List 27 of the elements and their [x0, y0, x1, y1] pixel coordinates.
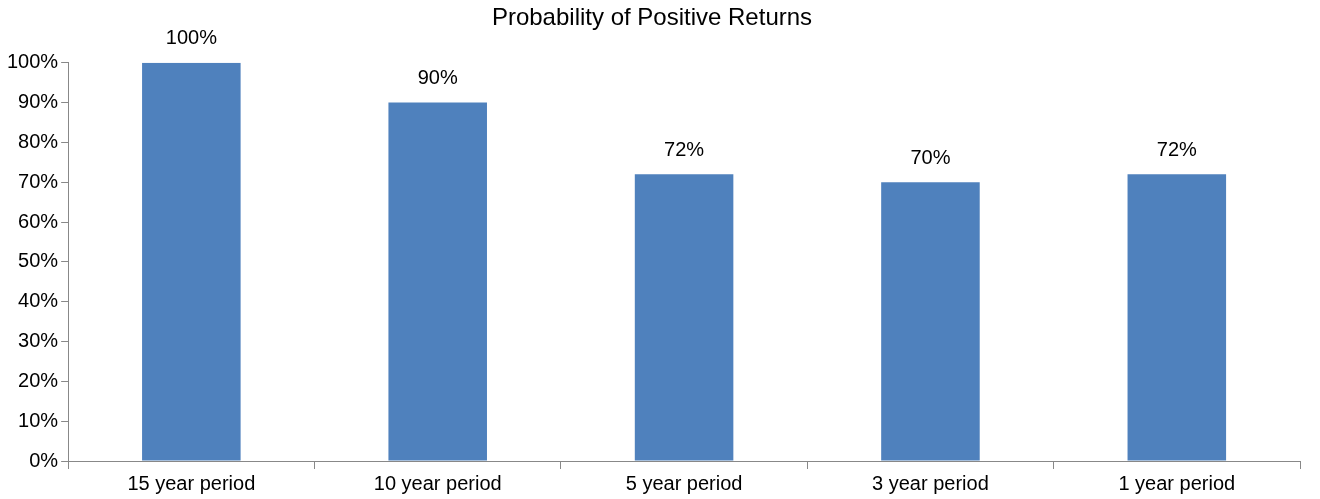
bar	[1127, 174, 1227, 461]
bar	[142, 62, 241, 461]
bar	[634, 174, 734, 461]
bar	[881, 182, 980, 461]
data-label: 70%	[910, 145, 951, 168]
y-tick-label: 10%	[18, 408, 59, 431]
y-tick-label: 80%	[18, 129, 59, 152]
y-tick-label: 0%	[29, 448, 59, 471]
data-label: 72%	[1156, 137, 1198, 160]
y-tick-label: 100%	[7, 50, 59, 73]
y-tick-label: 50%	[18, 249, 59, 272]
y-tick-label: 40%	[18, 289, 59, 312]
data-label: 100%	[165, 26, 218, 49]
x-tick-label: 15 year period	[127, 471, 256, 494]
x-tick-label: 5 year period	[625, 471, 743, 494]
data-label: 72%	[664, 137, 705, 160]
y-tick-label: 60%	[18, 209, 59, 232]
data-label: 90%	[417, 66, 458, 89]
x-tick-label: 1 year period	[1118, 471, 1236, 494]
x-tick-label: 10 year period	[373, 471, 502, 494]
y-tick-label: 70%	[18, 169, 59, 192]
x-tick-label: 3 year period	[872, 471, 989, 494]
y-tick-label: 90%	[18, 90, 59, 113]
chart-title: Probability of Positive Returns	[491, 3, 813, 31]
bar	[388, 102, 487, 461]
y-tick-label: 20%	[18, 368, 59, 391]
y-tick-label: 30%	[18, 329, 59, 352]
